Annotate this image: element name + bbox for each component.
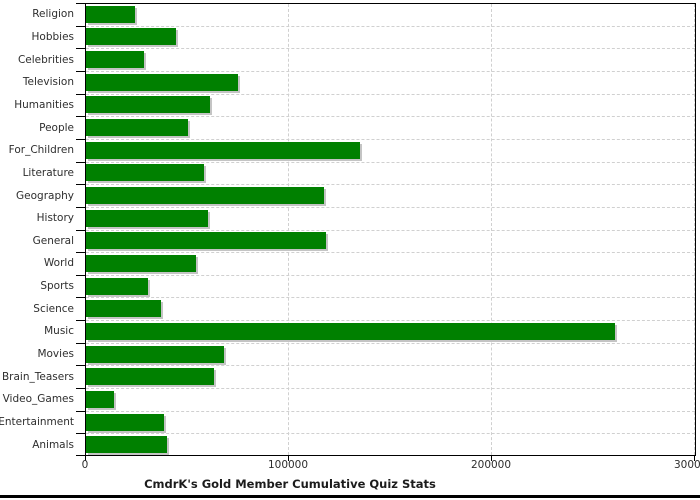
y-axis-tick [76,25,85,27]
x-axis-tick-label: 100000 [267,459,309,471]
gridline-horizontal [86,388,695,390]
bar-celebrities [86,51,144,69]
gridline-horizontal [86,25,695,27]
gridline-horizontal [86,365,695,367]
bar-world [86,254,196,272]
bar-brain_teasers [86,368,214,386]
bar-religion [86,5,135,23]
y-axis-label: History [36,212,74,225]
gridline-horizontal [86,184,695,186]
x-axis-tick-label: 300000 [673,459,700,471]
x-axis-tick-label: 200000 [470,459,512,471]
y-axis-label: Sports [40,280,74,293]
y-axis-tick [76,365,85,367]
y-axis-tick [76,93,85,95]
gridline-horizontal [86,48,695,50]
bar-history [86,209,208,227]
x-axis-tick [288,456,289,461]
y-axis-label: Video_Games [2,393,74,406]
y-axis-tick [76,455,85,456]
bar-geography [86,187,324,205]
y-axis-label: Religion [32,8,74,21]
gridline-horizontal [86,70,695,72]
y-axis-label: Geography [16,189,74,202]
gridline-horizontal [86,320,695,322]
gridline-horizontal [86,116,695,118]
y-axis-tick [76,252,85,254]
y-axis-label: Movies [37,348,74,361]
y-axis-tick [76,70,85,72]
bar-humanities [86,96,210,114]
bar-science [86,300,161,318]
y-axis-label: Science [33,302,74,315]
y-axis-tick [76,116,85,118]
y-axis-label: Animals [32,438,74,451]
y-axis-label: General [32,234,74,247]
y-axis-tick [76,138,85,140]
y-axis-label: Entertainment [0,416,74,428]
y-axis-tick [76,274,85,276]
x-axis-tick [491,456,492,461]
y-axis-tick [76,229,85,231]
gridline-horizontal [86,138,695,140]
y-axis-label: Television [22,76,74,89]
x-axis-tick [85,456,86,461]
y-axis-label: Celebrities [17,53,74,66]
bar-people [86,119,188,137]
bar-hobbies [86,28,176,46]
y-axis-label: Humanities [14,98,74,111]
gridline-horizontal [86,161,695,163]
y-axis-tick [76,184,85,186]
y-axis-tick [76,320,85,322]
bar-entertainment [86,413,164,431]
y-axis-label: World [43,257,74,270]
y-axis-tick [76,410,85,412]
y-axis-label: Brain_Teasers [1,370,74,383]
gridline-horizontal [86,297,695,299]
y-axis-tick [76,388,85,390]
gridline-horizontal [86,410,695,412]
bar-literature [86,164,204,182]
gridline-horizontal [86,206,695,208]
y-axis-tick [76,206,85,208]
gridline-vertical [491,4,492,455]
y-axis-tick [76,161,85,163]
plot-area [85,3,696,456]
gridline-horizontal [86,274,695,276]
gridline-horizontal [86,252,695,254]
y-axis-label: Music [44,325,74,338]
bottom-border-strip [0,495,700,498]
y-axis-tick [76,48,85,50]
y-axis-label: Hobbies [31,30,75,43]
bar-general [86,232,326,250]
y-axis-label: Literature [22,166,74,179]
y-axis-tick [76,3,85,4]
bar-movies [86,345,224,363]
y-axis-tick [76,433,85,435]
y-axis-label: For_Children [8,144,74,157]
bar-video_games [86,390,114,408]
bar-television [86,73,238,91]
gridline-horizontal [86,229,695,231]
chart-title: CmdrK's Gold Member Cumulative Quiz Stat… [144,477,436,491]
bar-for_children [86,141,360,159]
bar-sports [86,277,148,295]
gridline-horizontal [86,93,695,95]
x-axis-tick [694,456,695,461]
y-axis-tick [76,342,85,344]
gridline-horizontal [86,433,695,435]
bar-animals [86,436,167,454]
gridline-horizontal [86,342,695,344]
x-axis-tick-label: 0 [81,459,89,471]
y-axis-label: People [39,121,74,134]
gridline-vertical [288,4,289,455]
bar-music [86,322,615,340]
gridline-vertical [694,4,695,455]
y-axis-tick [76,297,85,299]
